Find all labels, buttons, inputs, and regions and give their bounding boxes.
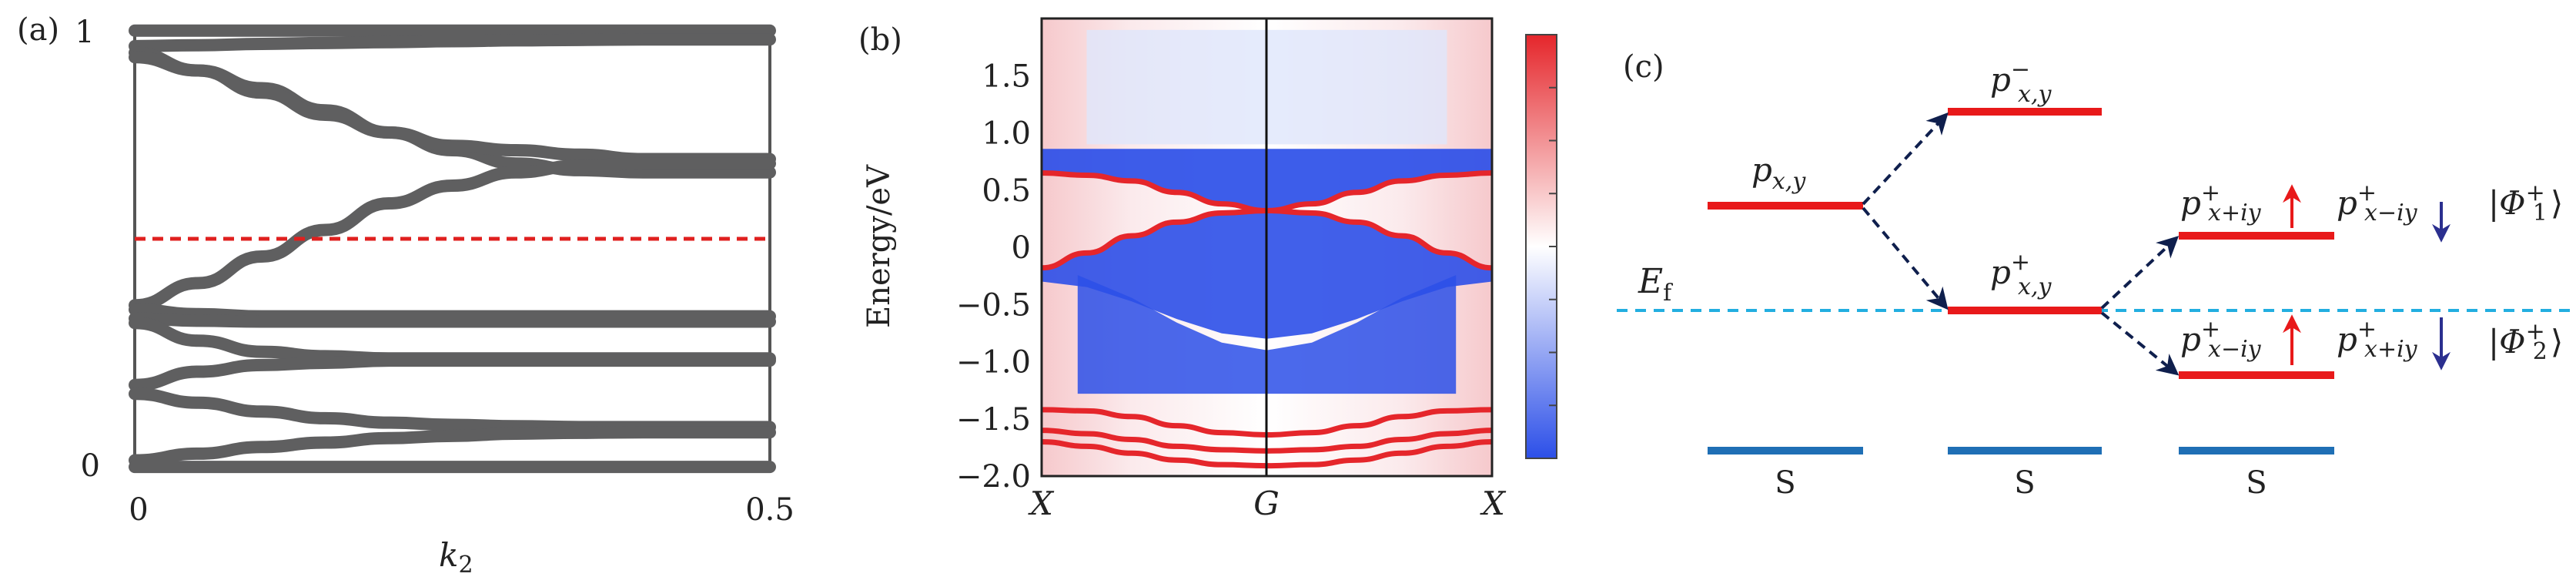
- p1-sup: +: [2201, 179, 2220, 206]
- p1-base: p: [2180, 184, 2201, 222]
- p2-sub: x−iy: [2364, 200, 2418, 226]
- panel-a: (a) 1 0 0 0.5 k2: [17, 12, 795, 579]
- panel-b-yticks: 1.5 1.0 0.5 0 −0.5 −1.0 −1.5 −2.0: [956, 59, 1051, 495]
- pxy-sub: x,y: [1772, 168, 1806, 195]
- panel-a-xlabel-sub: 2: [458, 552, 473, 579]
- p4-base: p: [2337, 320, 2357, 358]
- panel-b-frame: [1040, 17, 1494, 478]
- p2-sup: +: [2357, 179, 2377, 206]
- phi2-base: |Φ: [2488, 323, 2526, 361]
- arrow-pxy-to-pminus: [1862, 112, 1949, 206]
- ytick-label-7: −2.0: [956, 459, 1031, 495]
- label-p-xpiy-dn: p+ x+iy: [2337, 316, 2418, 363]
- pplus-sup: +: [2011, 249, 2030, 276]
- pminus-sup: −: [2011, 56, 2030, 83]
- ytick-label-5: −1.0: [956, 345, 1031, 381]
- panel-c: (c) Ef S S S px,y p− x,y p+ x,y: [1617, 49, 2576, 501]
- panel-b-colorbar-ticks: [1549, 86, 1557, 407]
- label-p-xmiy-up: p+ x−iy: [2180, 316, 2262, 363]
- panel-b-xtick-right: X: [1480, 485, 1507, 522]
- fermi-level-label: Ef: [1638, 262, 1673, 307]
- arrow-pplus-to-phi2: [2100, 311, 2180, 376]
- panel-a-bands: [129, 24, 776, 474]
- s-label-3: S: [2246, 465, 2267, 501]
- ytick-label-1: 1.0: [982, 116, 1031, 152]
- panel-a-xlabel-base: k: [439, 536, 458, 574]
- panel-b-label: (b): [858, 22, 902, 58]
- gap-region-lower: [1077, 275, 1457, 394]
- panel-a-label: (a): [17, 12, 59, 48]
- band-a-4: [129, 157, 776, 312]
- label-p-xpiy-up: p+ x+iy: [2180, 179, 2262, 226]
- pplus-sub: x,y: [2018, 273, 2052, 300]
- label-p-plus: p+ x,y: [1990, 249, 2052, 300]
- panel-b: (b) Energy/eV 1.5 1.0 0.5 0 −0.5 −1.0 −1.5 −2.0…: [858, 17, 1557, 522]
- arrow-pxy-to-pplus: [1862, 206, 1949, 310]
- phi2-close: ⟩: [2551, 323, 2563, 361]
- band-a-6: [129, 312, 776, 328]
- phi1-base: |Φ: [2488, 184, 2526, 222]
- phi1-sub: 1: [2533, 200, 2548, 226]
- ytick-label-0: 1.5: [982, 59, 1031, 94]
- phi1-close: ⟩: [2551, 184, 2563, 222]
- panel-c-label: (c): [1623, 49, 1664, 85]
- panel-a-ytick-bottom: 0: [81, 448, 100, 484]
- pplus-base: p: [1990, 253, 2011, 291]
- phi1-sup: +: [2526, 179, 2545, 206]
- panel-b-ylabel: Energy/eV: [861, 164, 897, 328]
- pminus-sub: x,y: [2018, 81, 2052, 108]
- band-a-1: [129, 33, 776, 52]
- label-phi1: |Φ+ 1⟩: [2488, 179, 2563, 226]
- pxy-base: p: [1751, 151, 1772, 189]
- ytick-label-2: 0.5: [982, 173, 1031, 209]
- panel-a-xtick-left: 0: [129, 492, 148, 528]
- panel-b-xtick-left: X: [1028, 485, 1055, 522]
- p3-base: p: [2180, 320, 2201, 358]
- arrow-pplus-to-phi1: [2100, 236, 2180, 310]
- p3-sup: +: [2201, 316, 2220, 343]
- pminus-base: p: [1990, 61, 2011, 99]
- label-p-minus: p− x,y: [1990, 56, 2052, 108]
- fermi-label-base: E: [1638, 262, 1663, 301]
- label-pxy: px,y: [1751, 151, 1806, 195]
- fermi-label-sub: f: [1663, 280, 1673, 307]
- panel-a-plot-frame: [133, 25, 771, 471]
- label-p-xmiy-dn: p+ x−iy: [2337, 179, 2418, 226]
- phi2-sup: +: [2526, 318, 2545, 345]
- panel-a-ytick-top: 1: [75, 15, 94, 50]
- p3-sub: x−iy: [2208, 336, 2262, 363]
- panel-a-xlabel: k2: [439, 536, 473, 579]
- panel-a-xtick-right: 0.5: [745, 492, 795, 528]
- ytick-label-6: −1.5: [956, 402, 1031, 438]
- ytick-label-4: −0.5: [956, 287, 1031, 323]
- label-phi2: |Φ+ 2⟩: [2488, 318, 2563, 365]
- p4-sub: x+iy: [2364, 336, 2418, 363]
- p4-sup: +: [2357, 316, 2377, 343]
- s-label-2: S: [2014, 465, 2035, 501]
- panel-b-xtick-mid: G: [1253, 485, 1280, 522]
- band-a-8: [129, 354, 776, 391]
- ytick-label-3: 0: [1012, 230, 1031, 266]
- band-a-10: [129, 426, 776, 467]
- p1-sub: x+iy: [2208, 200, 2262, 226]
- phi2-sub: 2: [2533, 338, 2548, 365]
- p2-base: p: [2337, 184, 2357, 222]
- s-label-1: S: [1775, 465, 1795, 501]
